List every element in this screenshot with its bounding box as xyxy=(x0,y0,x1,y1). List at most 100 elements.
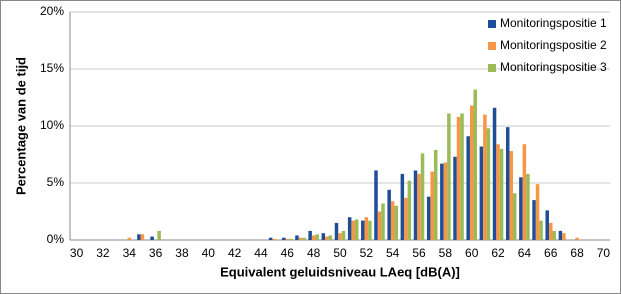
bar xyxy=(509,151,513,240)
bar xyxy=(499,148,504,240)
bar xyxy=(354,219,359,240)
bar xyxy=(328,235,333,240)
bar xyxy=(426,196,431,240)
bar xyxy=(140,234,145,240)
bar xyxy=(368,220,372,240)
bar xyxy=(420,153,425,240)
bar xyxy=(381,203,385,240)
bar xyxy=(447,113,451,240)
y-tick-label: 0% xyxy=(47,232,65,246)
x-tick-label: 44 xyxy=(254,246,268,260)
y-axis-title: Percentage van de tijd xyxy=(13,57,28,195)
bar xyxy=(558,230,563,240)
bar xyxy=(157,230,161,240)
bar xyxy=(522,144,527,240)
bar xyxy=(137,234,141,240)
bar xyxy=(473,89,477,241)
x-tick-label: 38 xyxy=(175,246,189,260)
bar xyxy=(341,230,346,240)
x-tick-label: 52 xyxy=(360,246,374,260)
x-tick-label: 42 xyxy=(228,246,242,260)
y-tick-label: 5% xyxy=(47,175,65,189)
x-tick-label: 58 xyxy=(439,246,453,260)
legend-swatch xyxy=(488,64,496,72)
bar xyxy=(302,237,306,240)
bar xyxy=(440,163,444,240)
bar xyxy=(486,128,491,240)
bar xyxy=(575,237,579,240)
bar xyxy=(492,107,497,240)
x-tick-label: 60 xyxy=(465,246,479,260)
x-tick-label: 34 xyxy=(123,246,137,260)
bar xyxy=(519,177,523,240)
bar xyxy=(562,233,566,240)
bar xyxy=(334,222,339,240)
bar xyxy=(505,127,510,240)
bar xyxy=(483,114,487,240)
bar xyxy=(400,173,405,240)
bar xyxy=(535,184,540,240)
x-tick-label: 40 xyxy=(202,246,216,260)
legend-swatch xyxy=(488,20,496,28)
bar xyxy=(377,211,382,240)
bar xyxy=(374,170,378,240)
bar xyxy=(453,156,457,240)
bar xyxy=(308,230,312,240)
bar xyxy=(390,201,395,240)
x-tick-label: 70 xyxy=(597,246,611,260)
bar xyxy=(460,113,464,240)
bar xyxy=(282,237,286,240)
bar xyxy=(469,105,474,240)
y-tick-label: 15% xyxy=(40,61,64,75)
bar xyxy=(289,238,293,240)
legend-label: Monitoringspositie 2 xyxy=(500,38,607,52)
bar xyxy=(496,144,500,240)
x-axis-title: Equivalent geluidsniveau LAeq [dB(A)] xyxy=(220,264,460,279)
bar xyxy=(413,170,418,240)
bar xyxy=(539,220,543,240)
bar xyxy=(338,233,342,240)
bar xyxy=(466,136,470,240)
x-tick-label: 36 xyxy=(149,246,163,260)
bar xyxy=(512,193,517,240)
x-tick-label: 48 xyxy=(307,246,321,260)
bar xyxy=(404,197,408,240)
bar xyxy=(361,220,365,240)
bar xyxy=(150,236,154,240)
x-tick-label: 30 xyxy=(70,246,84,260)
bar xyxy=(321,233,326,240)
x-tick-label: 62 xyxy=(491,246,505,260)
bar xyxy=(387,189,391,240)
x-tick-label: 64 xyxy=(518,246,532,260)
bar xyxy=(325,236,329,240)
bar xyxy=(456,116,461,240)
x-tick-label: 32 xyxy=(96,246,110,260)
x-tick-label: 68 xyxy=(570,246,584,260)
bar xyxy=(479,146,484,240)
bar xyxy=(347,217,352,240)
bar xyxy=(417,173,421,240)
bar xyxy=(430,171,434,240)
bar xyxy=(315,234,319,240)
x-tick-label: 56 xyxy=(412,246,426,260)
bar xyxy=(526,173,530,240)
y-tick-label: 10% xyxy=(40,118,64,132)
bar xyxy=(298,237,303,240)
bar xyxy=(433,149,438,240)
bar xyxy=(364,217,369,240)
y-tick-label: 20% xyxy=(40,4,64,18)
x-tick-label: 54 xyxy=(386,246,400,260)
bar xyxy=(311,235,316,240)
bar xyxy=(545,210,549,240)
x-tick-label: 66 xyxy=(544,246,558,260)
bar xyxy=(548,222,553,240)
bar xyxy=(394,205,398,240)
bar xyxy=(532,200,536,240)
bar xyxy=(552,230,556,240)
legend-label: Monitoringspositie 3 xyxy=(500,60,607,74)
bar xyxy=(407,180,412,240)
bar xyxy=(127,237,132,240)
bar xyxy=(295,235,299,240)
